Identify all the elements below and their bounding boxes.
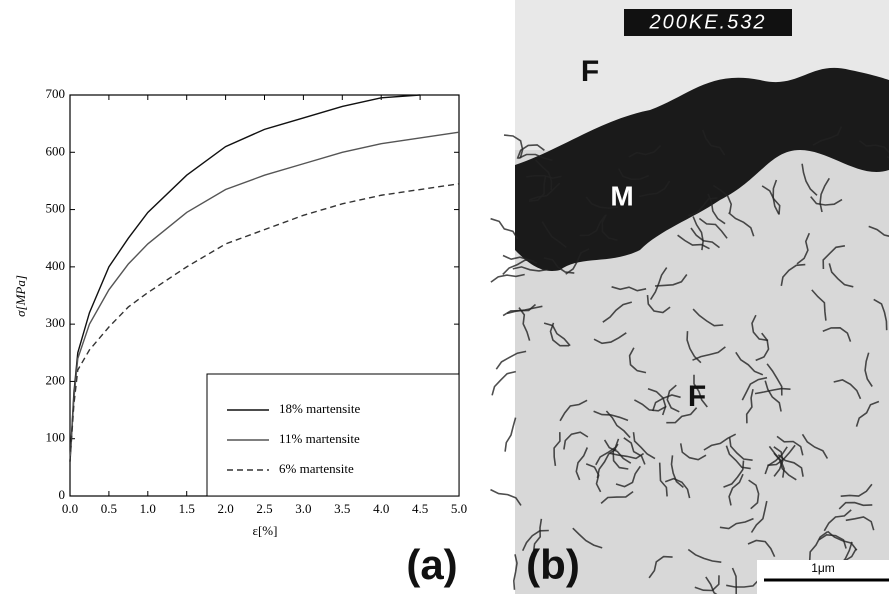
y-tick-label: 700 bbox=[46, 86, 66, 101]
phase-label: F bbox=[581, 55, 599, 88]
legend-label: 6% martensite bbox=[279, 461, 354, 476]
y-tick-label: 0 bbox=[59, 487, 66, 502]
panel-label: (b) bbox=[526, 541, 580, 588]
y-axis-label: σ[MPa] bbox=[13, 275, 28, 317]
x-tick-label: 2.5 bbox=[256, 501, 272, 516]
x-tick-label: 1.5 bbox=[179, 501, 195, 516]
phase-label: F bbox=[688, 380, 706, 413]
y-tick-label: 300 bbox=[46, 315, 66, 330]
y-tick-label: 400 bbox=[46, 258, 66, 273]
legend-label: 11% martensite bbox=[279, 431, 360, 446]
micrograph: 200KE.532 F M F 1μm (b) bbox=[491, 0, 889, 594]
phase-label: M bbox=[610, 180, 633, 211]
scale-bar-label: 1μm bbox=[811, 561, 835, 575]
chart: σ[MPa] ε[%] (a) 0 100 200 300 400 500 600 700 0.… bbox=[13, 86, 467, 588]
legend-label: 18% martensite bbox=[279, 401, 360, 416]
y-tick-label: 600 bbox=[46, 143, 66, 158]
x-tick-label: 5.0 bbox=[451, 501, 467, 516]
dislocation-line bbox=[491, 219, 518, 239]
x-tick-label: 1.0 bbox=[140, 501, 156, 516]
x-tick-label: 0.0 bbox=[62, 501, 78, 516]
x-tick-label: 3.5 bbox=[334, 501, 350, 516]
y-tick-label: 100 bbox=[46, 430, 66, 445]
panel-label: (a) bbox=[406, 541, 457, 588]
x-axis-label: ε[%] bbox=[253, 523, 278, 538]
x-tick-label: 0.5 bbox=[101, 501, 117, 516]
y-tick-label: 500 bbox=[46, 201, 66, 216]
y-tick-label: 200 bbox=[46, 372, 66, 387]
x-tick-label: 4.0 bbox=[373, 501, 389, 516]
dislocation-line bbox=[492, 372, 516, 396]
micrograph-header: 200KE.532 bbox=[649, 11, 767, 33]
dislocation-line bbox=[505, 418, 515, 452]
x-tick-label: 2.0 bbox=[217, 501, 233, 516]
x-tick-label: 3.0 bbox=[295, 501, 311, 516]
x-tick-label: 4.5 bbox=[412, 501, 428, 516]
figure: 200KE.532 F M F 1μm (b) σ[MPa] ε[%] (a) … bbox=[0, 0, 889, 594]
